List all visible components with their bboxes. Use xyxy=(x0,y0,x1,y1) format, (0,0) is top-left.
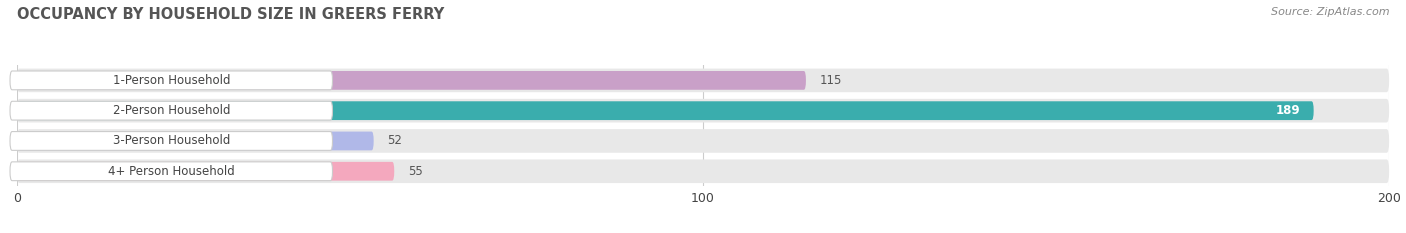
Text: 55: 55 xyxy=(408,165,423,178)
Text: 2-Person Household: 2-Person Household xyxy=(112,104,231,117)
Text: 1-Person Household: 1-Person Household xyxy=(112,74,231,87)
Text: 189: 189 xyxy=(1275,104,1301,117)
FancyBboxPatch shape xyxy=(17,99,1389,123)
FancyBboxPatch shape xyxy=(17,69,1389,92)
FancyBboxPatch shape xyxy=(10,71,332,90)
FancyBboxPatch shape xyxy=(17,129,1389,153)
Text: 52: 52 xyxy=(388,134,402,147)
FancyBboxPatch shape xyxy=(17,132,374,150)
Text: OCCUPANCY BY HOUSEHOLD SIZE IN GREERS FERRY: OCCUPANCY BY HOUSEHOLD SIZE IN GREERS FE… xyxy=(17,7,444,22)
Text: 115: 115 xyxy=(820,74,842,87)
Text: Source: ZipAtlas.com: Source: ZipAtlas.com xyxy=(1271,7,1389,17)
FancyBboxPatch shape xyxy=(17,162,394,181)
FancyBboxPatch shape xyxy=(17,159,1389,183)
FancyBboxPatch shape xyxy=(10,132,332,150)
FancyBboxPatch shape xyxy=(17,71,806,90)
Text: 4+ Person Household: 4+ Person Household xyxy=(108,165,235,178)
Text: 3-Person Household: 3-Person Household xyxy=(112,134,231,147)
FancyBboxPatch shape xyxy=(10,162,332,181)
FancyBboxPatch shape xyxy=(10,101,332,120)
FancyBboxPatch shape xyxy=(17,101,1313,120)
